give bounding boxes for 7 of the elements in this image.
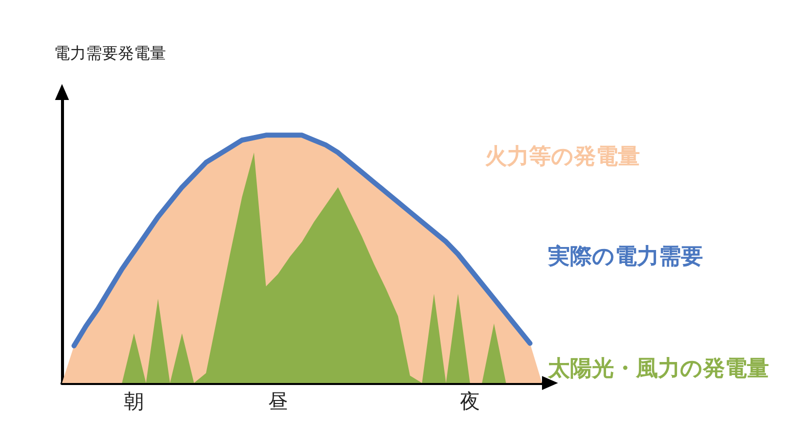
x-tick-label: 昼 [268, 389, 288, 413]
y-axis-title: 電力需要発電量 [54, 44, 166, 62]
series-label: 太陽光・風力の発電量 [547, 356, 769, 382]
text: 実際の電力需要 [547, 244, 703, 270]
text: 火力等の発電量 [485, 144, 640, 170]
x-tick-label: 朝 [124, 389, 144, 413]
x-tick-label: 夜 [460, 389, 480, 413]
